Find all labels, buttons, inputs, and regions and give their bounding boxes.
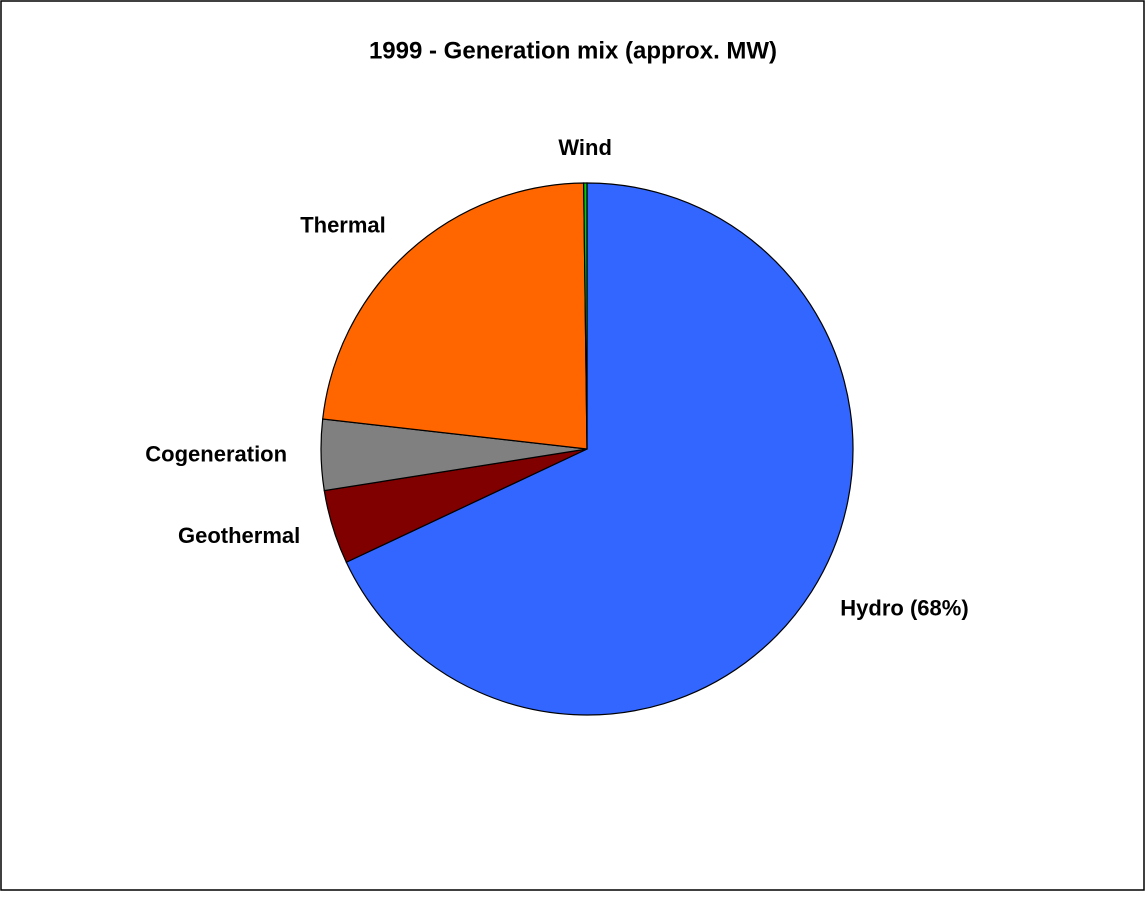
slice-label: Cogeneration: [145, 441, 287, 466]
slice-label: Wind: [558, 135, 612, 160]
slice-label: Hydro (68%): [840, 596, 968, 621]
slice-label: Geothermal: [178, 523, 300, 548]
pie-slice: [345, 182, 854, 716]
pie-slice: [583, 182, 588, 450]
chart-title: 1999 - Generation mix (approx. MW): [369, 37, 777, 64]
slice-label: Thermal: [300, 212, 386, 237]
pie-slice: [322, 182, 588, 450]
